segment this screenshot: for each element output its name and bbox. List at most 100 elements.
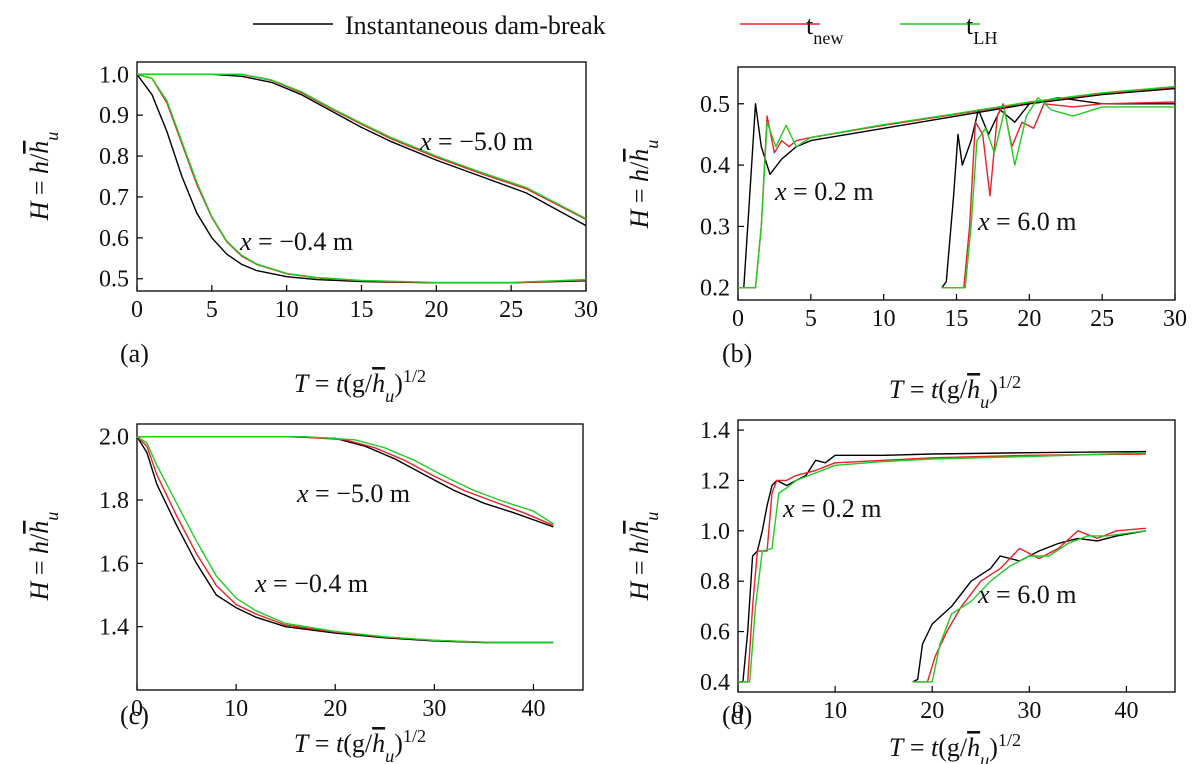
label-part: u	[642, 512, 662, 521]
x-tick-label: 15	[350, 297, 374, 323]
label-part: = 0.2 m	[787, 177, 874, 206]
annotation: x = 0.2 m	[774, 177, 873, 206]
y-tick-label: 0.5	[700, 92, 730, 118]
legend-label: Instantaneous dam-break	[345, 11, 606, 40]
label-part: = −0.4 m	[267, 569, 369, 598]
label-part: x	[774, 177, 787, 206]
label-part: 1/2	[998, 372, 1021, 392]
label-part: =	[903, 733, 931, 762]
label-part: h	[625, 169, 654, 182]
label-part: x	[977, 207, 990, 236]
y-axis-label: H = h/hu	[25, 132, 62, 222]
label-part: =	[903, 375, 931, 404]
label-part: 1/2	[403, 366, 426, 386]
label-part: (g/	[343, 369, 373, 398]
data-line	[136, 73, 587, 284]
label-part: H	[25, 200, 54, 221]
label-part: )	[989, 375, 998, 404]
x-tick-label: 0	[732, 698, 744, 724]
data-line	[738, 452, 1146, 683]
y-tick-label: 0.6	[99, 226, 129, 252]
data-line	[738, 453, 1146, 683]
x-tick-label: 40	[1114, 698, 1138, 724]
label-part: x	[419, 127, 432, 156]
label-part: h	[625, 521, 654, 534]
x-tick-label: 20	[323, 696, 347, 722]
label-part: = 0.2 m	[795, 494, 882, 523]
x-tick-label: 20	[424, 297, 448, 323]
label-part: 1/2	[403, 726, 426, 746]
label-part: T	[294, 729, 310, 758]
label-part: h	[967, 375, 980, 404]
label-part: h	[967, 733, 980, 762]
label-part: u	[385, 386, 394, 406]
annotation: x = −5.0 m	[419, 127, 533, 156]
label-part: =	[625, 554, 654, 582]
label-part: T	[294, 369, 310, 398]
label-part: /	[25, 153, 54, 161]
annotation: x = 0.2 m	[782, 494, 881, 523]
label-part: =	[25, 554, 54, 582]
label-part: =	[308, 729, 336, 758]
x-tick-label: 25	[499, 297, 523, 323]
y-tick-label: 1.0	[99, 62, 129, 88]
label-part: x	[296, 479, 309, 508]
y-axis-label: H = h/hu	[625, 140, 662, 230]
x-tick-label: 0	[131, 696, 143, 722]
x-tick-label: 30	[1017, 698, 1041, 724]
y-tick-label: 0.4	[700, 153, 730, 179]
label-part: (g/	[938, 733, 968, 762]
y-tick-label: 1.4	[99, 615, 129, 641]
x-tick-label: 10	[823, 698, 847, 724]
panel-label: (c)	[120, 701, 149, 730]
x-axis-label: T = t(g/hu)1/2	[294, 726, 426, 764]
label-part: /	[25, 533, 54, 541]
label-part: /	[625, 161, 654, 169]
label-part: h	[625, 541, 654, 554]
label-part: u	[980, 750, 989, 764]
panel-label: (b)	[722, 339, 752, 368]
x-tick-label: 10	[275, 297, 299, 323]
panel-label: (d)	[722, 701, 752, 730]
label-part: T	[889, 375, 905, 404]
legend-name: t	[966, 11, 974, 40]
x-axis-label: T = t(g/hu)1/2	[889, 730, 1021, 764]
y-tick-label: 0.7	[99, 185, 129, 211]
annotation: x = 6.0 m	[977, 580, 1076, 609]
data-line	[136, 436, 554, 644]
x-tick-label: 5	[206, 297, 218, 323]
annotation: x = −5.0 m	[296, 479, 410, 508]
legend-name: Instantaneous dam-break	[345, 11, 606, 40]
label-part: = −5.0 m	[432, 127, 534, 156]
label-part: u	[42, 132, 62, 141]
label-part: = 6.0 m	[990, 580, 1077, 609]
label-part: t	[336, 729, 344, 758]
label-part: H	[625, 208, 654, 229]
y-tick-label: 0.4	[700, 670, 730, 696]
label-part: )	[989, 733, 998, 762]
x-tick-label: 15	[945, 306, 969, 332]
y-tick-label: 0.5	[99, 267, 129, 293]
data-line	[738, 450, 1147, 683]
label-part: x	[977, 580, 990, 609]
y-axis-label: H = h/hu	[25, 512, 62, 602]
label-part: u	[42, 512, 62, 521]
label-part: u	[642, 140, 662, 149]
x-tick-label: 40	[521, 696, 545, 722]
legend-subscript: new	[813, 28, 844, 48]
x-tick-label: 5	[805, 306, 817, 332]
label-part: H	[625, 580, 654, 601]
label-part: h	[25, 541, 54, 554]
label-part: =	[25, 174, 54, 202]
y-tick-label: 1.8	[99, 488, 129, 514]
x-tick-label: 20	[920, 698, 944, 724]
data-line	[136, 436, 554, 644]
y-tick-label: 0.3	[700, 214, 730, 240]
y-tick-label: 2.0	[99, 425, 129, 451]
label-part: h	[25, 521, 54, 534]
x-tick-label: 20	[1017, 306, 1041, 332]
data-line	[136, 73, 587, 284]
label-part: x	[239, 227, 252, 256]
label-part: x	[782, 494, 795, 523]
x-tick-label: 30	[422, 696, 446, 722]
